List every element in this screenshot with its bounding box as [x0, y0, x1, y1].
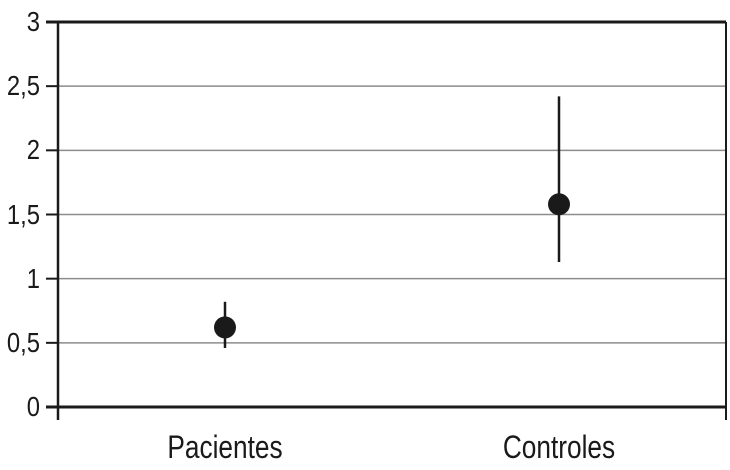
y-tick-label: 1,5 — [6, 198, 40, 230]
data-point-pacientes — [214, 316, 236, 339]
data-point-controles — [548, 193, 570, 216]
y-tick-label: 3 — [26, 6, 40, 37]
x-axis-label-pacientes: Pacientes — [167, 429, 283, 465]
y-tick-label: 1 — [26, 262, 40, 294]
x-axis-label-controles: Controles — [502, 429, 616, 465]
y-tick-label: 0,5 — [6, 326, 40, 358]
y-tick-label: 0 — [26, 391, 40, 422]
y-tick-label: 2,5 — [6, 70, 40, 102]
y-tick-label: 2 — [26, 134, 40, 166]
